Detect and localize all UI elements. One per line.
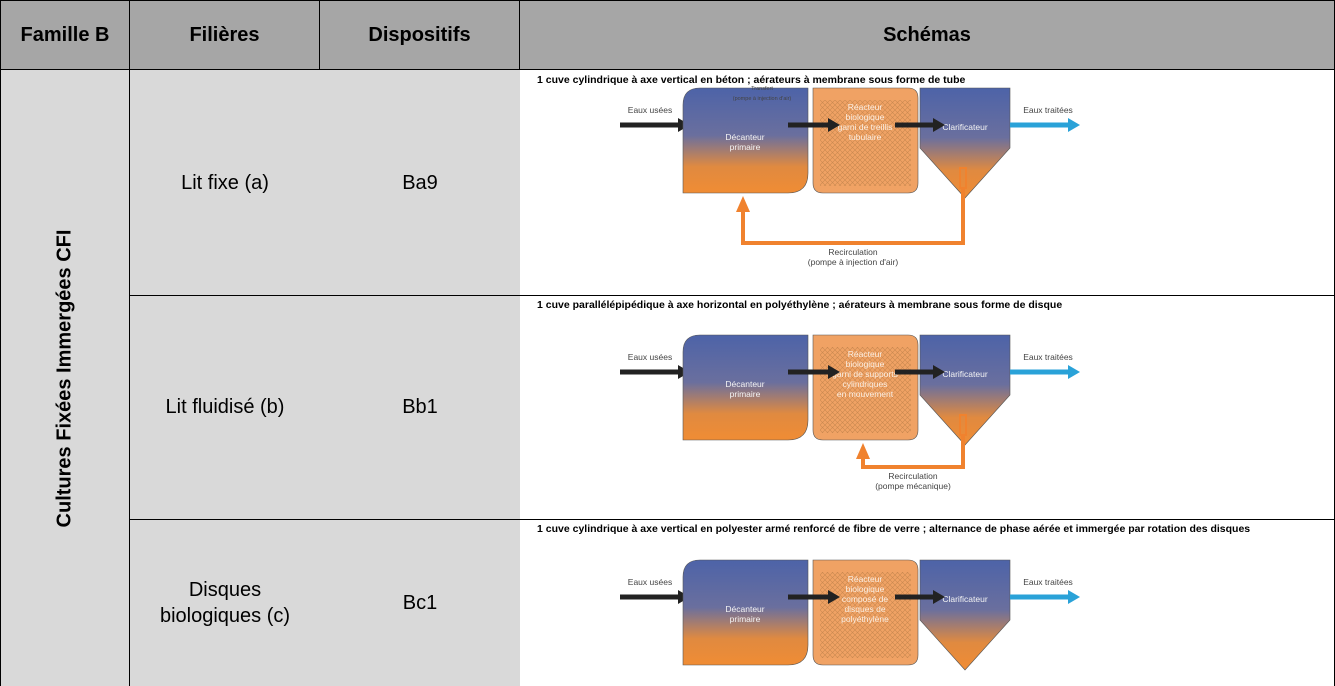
arrow-head: [933, 118, 945, 132]
reactor-label: garni de treillis: [838, 122, 893, 132]
transfer-label: (pompe à injection d'air): [733, 96, 792, 102]
filiere-cell: Lit fluidisé (b): [130, 295, 320, 519]
recirc-line: [741, 188, 965, 245]
filiere-cell: Disques biologiques (c): [130, 519, 320, 686]
clarifier: [919, 87, 1011, 199]
primary-label: primaire: [730, 142, 761, 152]
primary-label: Décanteur: [725, 604, 764, 614]
recirc-label: (pompe mécanique): [875, 481, 951, 491]
schema-caption: 1 cuve cylindrique à axe vertical en bét…: [537, 74, 966, 86]
transfer-label: Transfert: [751, 86, 773, 92]
recirc-label: Recirculation: [828, 247, 877, 257]
outflow-label: Eaux traitées: [1023, 352, 1073, 362]
reactor-media: [820, 100, 911, 186]
clarifier-label: Clarificateur: [942, 594, 988, 604]
dispositif-cell: Ba9: [320, 70, 520, 295]
primary-tank: [682, 87, 809, 194]
reactor-label: tubulaire: [849, 132, 882, 142]
reactor-label: composé de: [842, 594, 889, 604]
schema-caption: 1 cuve cylindrique à axe vertical en pol…: [537, 523, 1251, 535]
primary-label: primaire: [730, 614, 761, 624]
filiere-cell: Lit fixe (a): [130, 70, 320, 295]
primary-label: primaire: [730, 389, 761, 399]
dispositif-cell: Bb1: [320, 295, 520, 519]
arrow-head: [828, 118, 840, 132]
dispositif-cell: Bc1: [320, 519, 520, 686]
reactor-label: biologique: [846, 584, 885, 594]
arrow-head: [828, 365, 840, 379]
row-divider: [130, 519, 1335, 520]
recirc-head: [856, 443, 870, 459]
reactor-label: cylindriques: [843, 379, 888, 389]
reactor-label: polyéthylène: [841, 614, 889, 624]
outflow-label: Eaux traitées: [1023, 105, 1073, 115]
primary-label: Décanteur: [725, 379, 764, 389]
recirc-head: [736, 196, 750, 212]
reactor-label: garni de supports: [832, 369, 898, 379]
recirc-line: [861, 435, 965, 469]
arrow-head: [1068, 118, 1080, 132]
arrow-head: [1068, 365, 1080, 379]
recirc-label: (pompe à injection d'air): [808, 257, 899, 267]
primary-tank: [682, 334, 809, 441]
clarifier-label: Clarificateur: [942, 369, 988, 379]
reactor-label: Réacteur: [848, 349, 883, 359]
arrow-head: [933, 365, 945, 379]
schema-caption: 1 cuve parallélépipédique à axe horizont…: [537, 299, 1063, 311]
primary-tank: [682, 559, 809, 666]
reactor-label: biologique: [846, 359, 885, 369]
reactor-label: Réacteur: [848, 102, 883, 112]
reactor-media: [820, 347, 911, 433]
inflow-label: Eaux usées: [628, 352, 672, 362]
clarifier: [919, 334, 1011, 446]
reactor-label: disques de: [844, 604, 885, 614]
arrow-head: [1068, 590, 1080, 604]
primary-label: Décanteur: [725, 132, 764, 142]
inflow-label: Eaux usées: [628, 105, 672, 115]
inflow-label: Eaux usées: [628, 577, 672, 587]
header-cell: Famille B: [0, 0, 130, 70]
header-cell: Filières: [130, 0, 320, 70]
recirc-label: Recirculation: [888, 471, 937, 481]
clarifier-label: Clarificateur: [942, 122, 988, 132]
header-cell: Schémas: [520, 0, 1335, 70]
group-cell: Cultures Fixées Immergées CFI: [0, 70, 130, 686]
reactor-label: biologique: [846, 112, 885, 122]
header-cell: Dispositifs: [320, 0, 520, 70]
outflow-label: Eaux traitées: [1023, 577, 1073, 587]
reactor-label: en mouvement: [837, 389, 894, 399]
clarifier: [919, 559, 1011, 671]
arrow-head: [933, 590, 945, 604]
reactor-label: Réacteur: [848, 574, 883, 584]
arrow-head: [828, 590, 840, 604]
reactor-media: [820, 572, 911, 658]
row-divider: [130, 295, 1335, 296]
